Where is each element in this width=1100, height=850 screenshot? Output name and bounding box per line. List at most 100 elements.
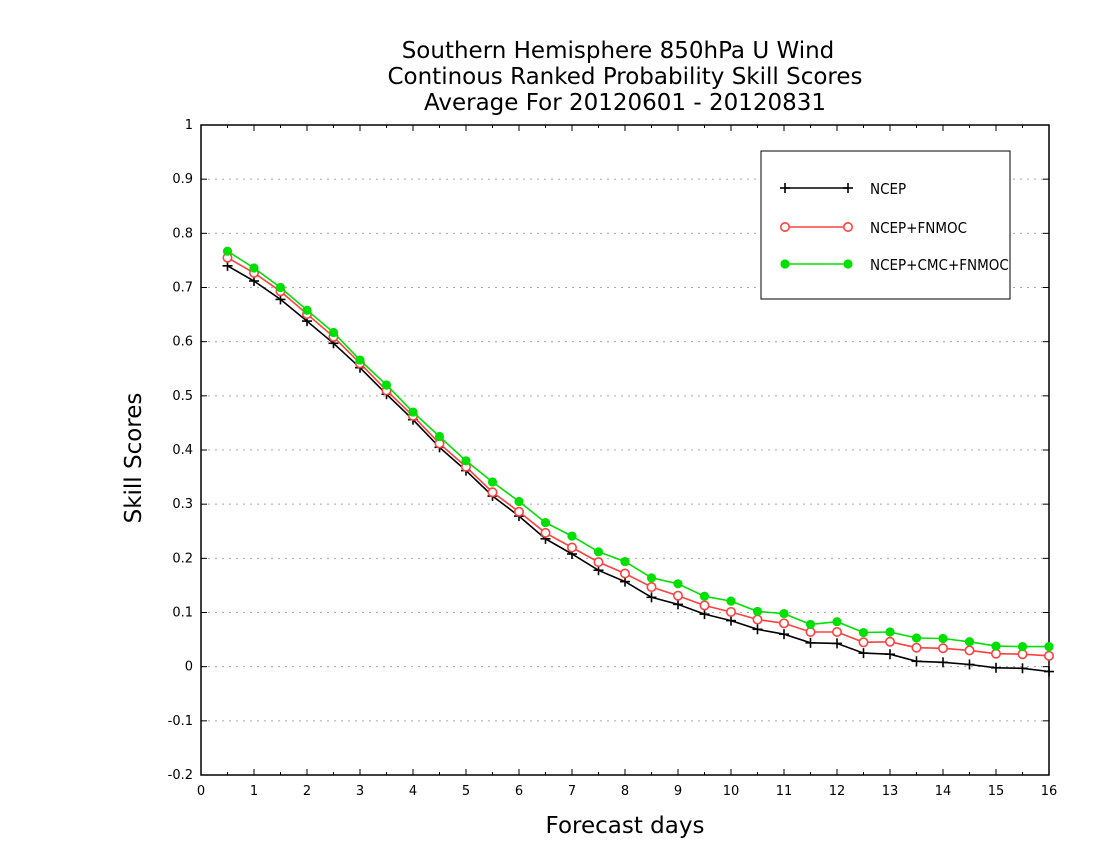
data-point — [540, 527, 551, 538]
data-point — [381, 380, 392, 390]
y-tick-label: 0.8 — [172, 226, 193, 241]
data-point — [1044, 650, 1055, 661]
x-tick-label: 11 — [776, 784, 793, 799]
data-point — [725, 606, 736, 617]
data-point — [434, 431, 445, 442]
x-tick-label: 1 — [250, 784, 258, 799]
data-point — [990, 648, 1001, 659]
data-point — [858, 648, 869, 659]
data-point — [673, 579, 683, 589]
data-point — [964, 637, 975, 647]
legend: NCEP NCEP+FNMOC NCEP+CMC+FNMOC — [760, 150, 1011, 300]
title-line-3: Average For 20120601 - 20120831 — [424, 90, 826, 116]
data-point — [1017, 649, 1028, 660]
data-point — [302, 305, 312, 315]
data-point — [964, 659, 975, 670]
data-point — [779, 629, 789, 640]
data-point — [1044, 642, 1054, 652]
data-point — [991, 641, 1001, 651]
data-point — [805, 619, 816, 630]
legend-marker — [779, 222, 790, 233]
legend-label: NCEP — [870, 180, 906, 198]
x-tick-label: 16 — [1041, 784, 1058, 799]
data-point — [699, 591, 710, 601]
data-point — [620, 556, 630, 567]
data-point — [832, 617, 842, 627]
data-point — [752, 614, 763, 625]
data-point — [884, 636, 895, 647]
series-line — [227, 250, 1049, 648]
data-point — [911, 656, 922, 667]
legend-marker — [843, 259, 853, 269]
y-tick-label: 0.3 — [172, 497, 193, 512]
series-line — [227, 265, 1050, 673]
data-point — [514, 496, 524, 507]
data-point — [275, 282, 286, 293]
data-point — [355, 355, 365, 365]
title-line-2: Continous Ranked Probability Skill Score… — [387, 64, 862, 90]
axis-ticks — [200, 124, 1050, 776]
x-tick-label: 13 — [882, 784, 899, 799]
data-point — [964, 645, 975, 656]
data-point — [461, 456, 471, 466]
x-tick-label: 2 — [303, 784, 311, 799]
y-tick-labels: 1 0.9 0.8 0.7 0.6 0.5 0.4 0.3 0.2 0.1 0 -0.1 -0.2 — [168, 118, 193, 783]
data-point — [991, 662, 1001, 673]
data-point — [487, 477, 498, 487]
x-tick-label: 5 — [462, 784, 470, 799]
y-tick-label: 0.4 — [172, 443, 193, 458]
x-tick-label: 9 — [674, 784, 682, 799]
data-point — [1017, 663, 1028, 674]
x-tick-label: 4 — [409, 784, 417, 799]
x-tick-labels: 0 1 2 3 4 5 6 7 8 9 10 11 12 13 14 15 16 — [197, 784, 1057, 799]
data-point — [646, 582, 657, 593]
data-point — [832, 638, 842, 649]
data-point — [831, 626, 842, 637]
data-point — [752, 606, 763, 617]
y-tick-label: -0.1 — [168, 714, 193, 729]
data-point — [249, 263, 259, 273]
data-point — [858, 637, 869, 648]
x-tick-label: 15 — [988, 784, 1005, 799]
data-point — [513, 506, 524, 517]
legend-label: NCEP+CMC+FNMOC — [870, 256, 1009, 274]
y-tick-label: 0.6 — [172, 335, 193, 350]
data-point — [911, 642, 922, 653]
data-point — [222, 246, 233, 256]
data-point — [1017, 642, 1028, 652]
data-point — [567, 531, 577, 541]
legend-marker — [780, 183, 790, 193]
title-line-1: Southern Hemisphere 850hPa U Wind — [402, 38, 835, 64]
x-tick-label: 14 — [935, 784, 952, 799]
data-point — [646, 573, 657, 583]
data-point — [938, 633, 948, 644]
data-point — [937, 643, 948, 654]
y-axis-label: Skill Scores — [121, 393, 147, 524]
data-point — [778, 618, 789, 629]
series-line — [227, 257, 1050, 657]
data-point — [752, 624, 763, 635]
data-point — [699, 600, 710, 611]
legend-entry: NCEP+CMC+FNMOC — [780, 256, 1009, 274]
data-point — [328, 327, 339, 338]
y-tick-label: 0.1 — [172, 606, 193, 621]
x-tick-label: 3 — [356, 784, 364, 799]
data-point — [593, 547, 604, 557]
data-point — [487, 487, 498, 498]
y-tick-label: 0.7 — [172, 281, 193, 296]
x-tick-label: 0 — [197, 784, 205, 799]
data-point — [911, 633, 922, 643]
x-axis-label: Forecast days — [546, 813, 705, 839]
data-point — [1044, 666, 1054, 677]
data-point — [408, 407, 418, 417]
series-ncep-fnmoc — [222, 252, 1055, 661]
data-point — [885, 649, 895, 660]
series-ncep-cmc-fnmoc — [222, 246, 1054, 652]
y-tick-label: 0 — [185, 660, 193, 675]
y-tick-label: -0.2 — [168, 768, 193, 783]
data-point — [858, 627, 869, 638]
x-tick-label: 12 — [829, 784, 846, 799]
data-point — [779, 608, 789, 619]
data-point — [540, 517, 551, 528]
data-point — [726, 615, 736, 626]
